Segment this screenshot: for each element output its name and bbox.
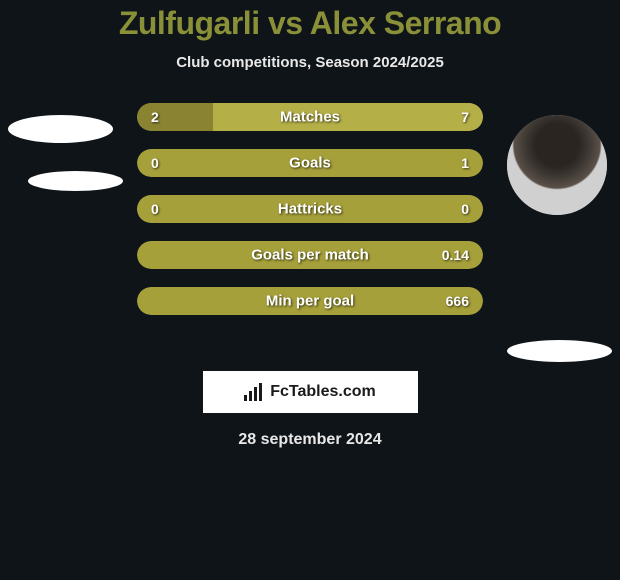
stat-row: 0 Goals 1: [137, 149, 483, 177]
stat-left-value: 0: [151, 155, 159, 171]
player1-avatar-placeholder: [8, 115, 123, 191]
stat-right-value: 1: [461, 155, 469, 171]
stat-bars: 2 Matches 7 0 Goals 1 0 Hattricks 0 Goals per mat…: [137, 103, 483, 315]
deco-ellipse: [507, 340, 612, 362]
comparison-infographic: Zulfugarli vs Alex Serrano Club competit…: [0, 0, 620, 449]
stat-row: 2 Matches 7: [137, 103, 483, 131]
player1-name: Zulfugarli: [119, 5, 260, 41]
stat-label: Goals: [289, 155, 331, 172]
player2-name: Alex Serrano: [310, 5, 501, 41]
bar-chart-icon: [244, 383, 264, 401]
branding-logo: FcTables.com: [203, 371, 418, 413]
stat-row: Goals per match 0.14: [137, 241, 483, 269]
stat-label: Hattricks: [278, 201, 342, 218]
vs-text: vs: [268, 5, 303, 41]
player2-avatar-area: [507, 115, 612, 362]
stat-right-value: 0: [461, 201, 469, 217]
branding-text: FcTables.com: [270, 383, 376, 401]
avatar-silhouette: [507, 115, 607, 215]
stat-label: Min per goal: [266, 293, 354, 310]
stat-right-value: 7: [461, 109, 469, 125]
stat-row: 0 Hattricks 0: [137, 195, 483, 223]
stats-area: 2 Matches 7 0 Goals 1 0 Hattricks 0 Goals per mat…: [0, 103, 620, 363]
stat-left-value: 0: [151, 201, 159, 217]
stat-row: Min per goal 666: [137, 287, 483, 315]
bar-right-fill: [213, 103, 483, 131]
subtitle: Club competitions, Season 2024/2025: [0, 54, 620, 71]
stat-left-value: 2: [151, 109, 159, 125]
deco-ellipse: [8, 115, 113, 143]
bar-left-fill: [137, 103, 213, 131]
player2-avatar: [507, 115, 607, 215]
deco-ellipse: [28, 171, 123, 191]
date-line: 28 september 2024: [0, 431, 620, 449]
stat-label: Matches: [280, 109, 340, 126]
stat-right-value: 0.14: [442, 247, 469, 263]
stat-right-value: 666: [446, 293, 469, 309]
stat-label: Goals per match: [251, 247, 369, 264]
page-title: Zulfugarli vs Alex Serrano: [0, 5, 620, 42]
